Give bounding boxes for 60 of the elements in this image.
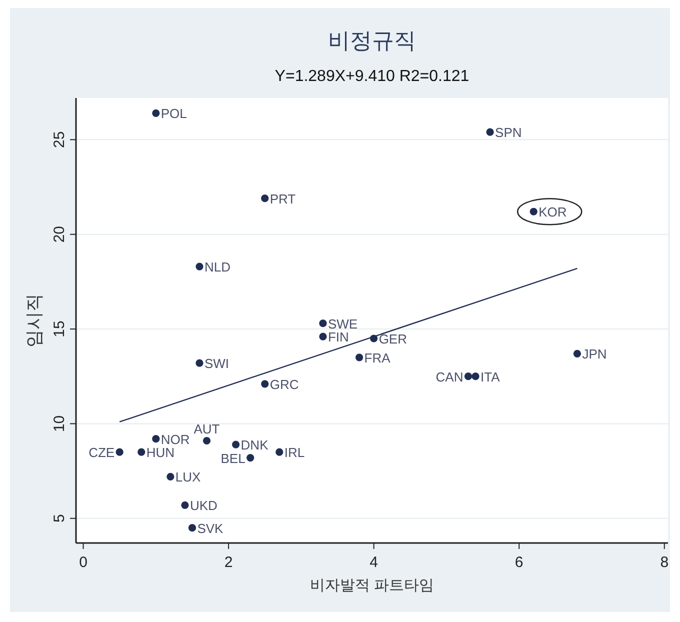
y-tick-label: 15 [51,320,68,338]
annotation: SPN [495,125,522,140]
annotation: SWE [328,316,358,332]
annotation: FIN [328,330,349,345]
annotation: BEL [220,450,246,466]
annotation: JPN [582,346,607,362]
y-axis-title: 임시직 [24,294,44,348]
point [116,448,124,456]
point [188,524,196,532]
annotation: SVK [197,520,224,536]
point [232,440,240,448]
point [196,359,204,367]
chart-subtitle: Y=1.289X+9.410 R2=0.121 [274,68,470,85]
point [202,436,211,445]
point [355,354,364,362]
annotation: NLD [204,260,230,275]
x-tick-label: 8 [660,554,669,571]
point [196,262,204,270]
point [464,372,472,380]
point [319,332,327,340]
annotation: NOR [160,432,190,447]
annotation: HUN [146,445,175,460]
annotation: DNK [240,438,269,453]
point [319,320,327,328]
annotation: CZE [88,445,115,460]
annotation: IRL [284,445,305,460]
annotation: GRC [270,376,299,392]
x-tick-label: 0 [79,554,88,571]
point [166,472,174,481]
point [181,501,189,509]
y-tick-label: 10 [51,415,68,432]
chart-title: 비정규직 [328,28,416,53]
point [138,448,146,456]
point [472,372,480,380]
y-tick-label: 20 [51,226,68,243]
annotation: ITA [480,369,500,384]
x-tick-label: 6 [514,554,524,571]
annotation: KOR [538,204,567,220]
point [573,350,581,358]
point [486,128,494,136]
point [276,448,284,456]
annotation: UKD [190,498,218,514]
x-tick-label: 4 [370,554,378,571]
annotation: LUX [175,470,202,485]
y-tick-label: 5 [51,514,68,523]
x-tick-label: 2 [224,554,233,571]
annotation: FRA [364,350,391,366]
point [261,380,269,388]
annotation: GER [378,331,407,346]
annotation: AUT [194,422,220,437]
annotation: PRT [270,191,296,206]
annotation: CAN [436,369,464,384]
point [246,454,254,462]
point [261,194,269,202]
annotation: POL [160,106,187,122]
point [152,435,160,443]
y-tick-label: 25 [51,131,68,148]
x-axis-title: 비자발적 파트타임 [310,577,434,594]
point [152,109,160,117]
annotation: SWI [204,356,230,372]
